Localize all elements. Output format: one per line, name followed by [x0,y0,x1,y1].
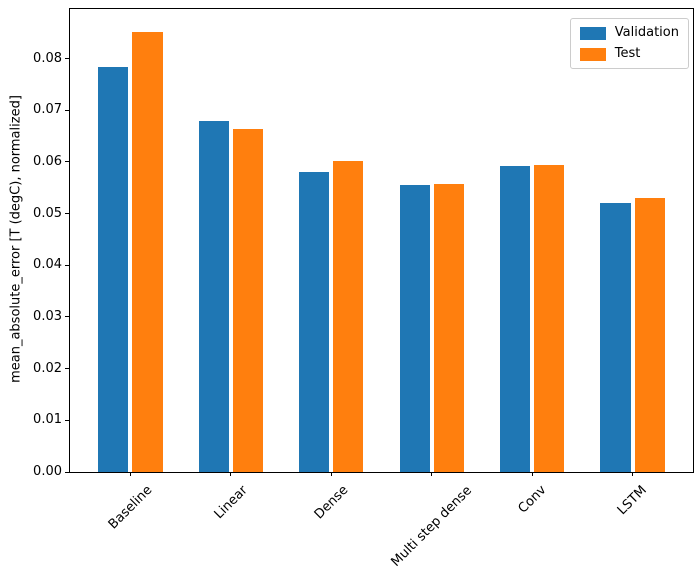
y-tick-label: 0.01 [33,412,62,428]
bar-test-1 [232,129,263,472]
legend-label-test: Test [614,46,641,61]
x-tick-mark [632,472,634,476]
bar-validation-1 [198,121,229,472]
bar-validation-5 [600,202,631,472]
y-tick-mark [65,419,69,421]
y-tick-mark [65,316,69,318]
legend-swatch-test [579,47,606,61]
y-tick-label: 0.00 [33,464,62,479]
bar-test-4 [534,164,565,472]
x-tick-mark [330,472,332,476]
y-tick-mark [65,58,69,60]
y-tick-mark [65,213,69,215]
y-tick-label: 0.04 [33,257,62,273]
x-tick-label: Multi step dense [388,482,476,570]
x-tick-mark [431,472,433,476]
bar-validation-4 [499,165,531,472]
x-tick-label: Dense [311,482,352,523]
y-tick-label: 0.07 [33,102,62,118]
y-tick-mark [65,161,69,163]
y-tick-label: 0.03 [33,308,62,324]
bar-validation-3 [399,184,430,472]
legend-item-validation: Validation [579,25,679,40]
x-tick-label: Baseline [105,482,156,533]
x-tick-mark [230,472,232,476]
bar-test-5 [634,198,665,472]
x-tick-label: Conv [515,483,550,517]
bar-validation-0 [98,66,129,472]
y-tick-label: 0.06 [33,153,62,169]
bar-test-2 [333,160,364,472]
y-axis-label: mean_absolute_error [T (degC), normalize… [8,95,24,383]
legend-label-validation: Validation [614,25,679,40]
bar-test-3 [433,183,464,472]
y-tick-label: 0.05 [33,205,62,221]
legend-item-test: Test [579,46,679,61]
y-tick-mark [65,471,69,473]
legend: Validation Test [569,18,689,69]
x-tick-mark [129,472,131,476]
y-tick-label: 0.02 [33,360,62,376]
bar-validation-2 [299,172,330,472]
y-tick-mark [65,109,69,111]
y-tick-mark [65,264,69,266]
y-tick-label: 0.08 [33,50,62,66]
x-tick-label: Linear [211,482,251,523]
bar-test-0 [132,31,163,472]
y-tick-mark [65,368,69,370]
x-tick-mark [531,472,533,476]
legend-swatch-validation [579,26,606,40]
plot-area: Validation Test 0.00 0.01 0.02 0.03 0.04 0.05… [33,8,694,569]
x-tick-label: LSTM [614,483,650,519]
